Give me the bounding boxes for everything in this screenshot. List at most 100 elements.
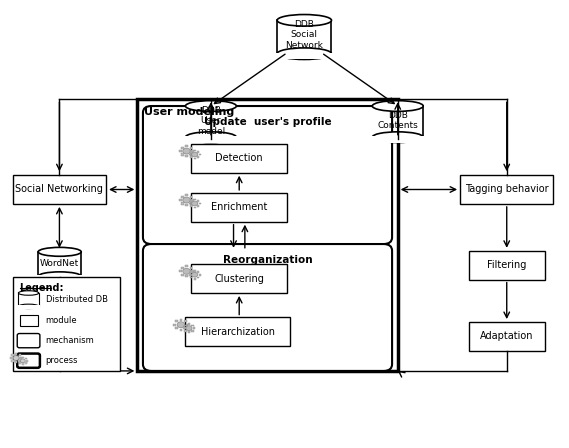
Circle shape	[186, 326, 192, 331]
Text: Tagging behavior: Tagging behavior	[465, 185, 549, 194]
Bar	[190, 205, 192, 207]
Bar	[19, 362, 20, 364]
Bar	[22, 357, 24, 358]
Circle shape	[192, 152, 197, 157]
Bar	[181, 274, 184, 276]
Text: Legend:: Legend:	[19, 283, 64, 293]
Bar	[19, 354, 21, 356]
Bar	[37, 276, 83, 281]
Text: WordNet: WordNet	[40, 258, 79, 267]
Text: Social Networking: Social Networking	[15, 185, 104, 194]
Bar	[19, 360, 21, 362]
Bar	[188, 323, 190, 325]
Bar	[24, 358, 27, 359]
Ellipse shape	[18, 291, 39, 295]
FancyBboxPatch shape	[143, 244, 392, 371]
Bar	[22, 363, 24, 365]
Bar	[185, 265, 188, 267]
Circle shape	[192, 201, 197, 206]
Bar	[18, 293, 39, 306]
Bar	[184, 324, 187, 326]
Bar	[188, 274, 191, 276]
Bar	[188, 154, 191, 155]
Bar	[191, 150, 194, 152]
Text: DDB
Contents: DDB Contents	[377, 111, 418, 130]
Ellipse shape	[38, 272, 81, 281]
Text: DDB
Social
Network: DDB Social Network	[286, 20, 323, 50]
Bar	[190, 271, 192, 273]
Circle shape	[183, 268, 190, 274]
Text: Adaptation: Adaptation	[480, 332, 534, 341]
Bar	[185, 275, 188, 277]
Bar	[184, 327, 187, 329]
Circle shape	[177, 322, 184, 327]
Bar	[179, 150, 182, 152]
Bar	[175, 320, 178, 323]
Bar	[10, 357, 12, 359]
Bar	[179, 319, 182, 321]
Circle shape	[183, 148, 190, 154]
Text: Distributed DB: Distributed DB	[46, 295, 108, 304]
Bar	[191, 270, 194, 272]
Text: process: process	[46, 356, 78, 365]
Bar	[185, 323, 188, 326]
Bar	[185, 106, 236, 137]
Ellipse shape	[372, 101, 423, 112]
Bar	[199, 154, 201, 155]
Bar	[371, 136, 424, 142]
FancyBboxPatch shape	[468, 251, 545, 280]
Bar	[38, 252, 81, 276]
Ellipse shape	[372, 132, 423, 142]
Bar	[179, 199, 182, 201]
Bar	[199, 202, 201, 204]
Ellipse shape	[38, 247, 81, 256]
Bar	[190, 151, 192, 153]
FancyBboxPatch shape	[143, 106, 392, 244]
Bar	[11, 354, 14, 356]
Bar	[181, 154, 184, 155]
Bar	[191, 324, 193, 326]
Bar	[181, 195, 184, 198]
Bar	[191, 330, 193, 332]
Text: Detection: Detection	[216, 153, 263, 164]
Circle shape	[183, 197, 190, 203]
Bar	[193, 207, 196, 208]
Bar	[190, 277, 192, 278]
Bar	[197, 205, 199, 207]
Bar	[189, 146, 192, 149]
FancyBboxPatch shape	[17, 353, 40, 368]
Bar	[15, 353, 17, 355]
Text: Filtering: Filtering	[487, 260, 526, 270]
Text: DDB
User
model: DDB User model	[197, 106, 225, 136]
Text: Enrichment: Enrichment	[211, 202, 267, 212]
FancyBboxPatch shape	[185, 318, 290, 346]
FancyBboxPatch shape	[191, 193, 287, 222]
Bar	[193, 199, 196, 200]
Bar	[185, 194, 188, 196]
FancyBboxPatch shape	[468, 322, 545, 351]
Bar	[188, 202, 191, 204]
Bar	[276, 53, 333, 60]
Bar	[197, 277, 199, 278]
Bar	[193, 158, 196, 159]
Bar	[184, 320, 187, 323]
Bar	[181, 202, 184, 205]
Bar	[24, 362, 27, 364]
Circle shape	[20, 359, 25, 363]
Bar	[179, 270, 182, 272]
Bar	[19, 358, 20, 359]
Bar	[188, 331, 190, 333]
Bar	[184, 136, 237, 142]
Bar	[193, 278, 196, 280]
Bar	[185, 155, 188, 157]
Text: mechanism: mechanism	[46, 336, 94, 345]
Text: Update  user's profile: Update user's profile	[204, 117, 331, 127]
Text: Reorganization: Reorganization	[222, 255, 312, 265]
Bar	[199, 274, 201, 276]
FancyBboxPatch shape	[191, 264, 287, 293]
Bar	[15, 361, 17, 363]
Bar	[181, 146, 184, 149]
Bar	[189, 267, 192, 269]
Bar	[197, 151, 199, 153]
Bar	[181, 267, 184, 269]
